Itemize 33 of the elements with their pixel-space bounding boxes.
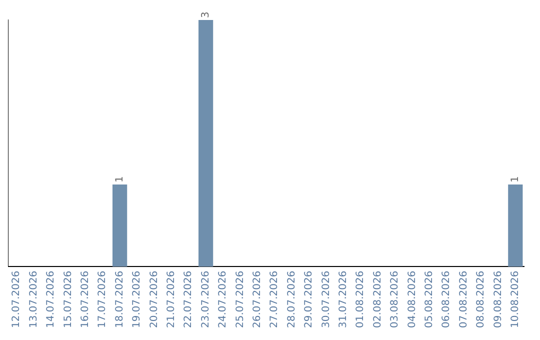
x-tick-label: 02.08.2026: [372, 270, 384, 328]
x-tick-label: 26.07.2026: [252, 270, 263, 328]
x-tick-label: 19.07.2026: [132, 270, 143, 328]
x-tick-label: 04.08.2026: [406, 270, 418, 328]
x-tick-label: 18.07.2026: [114, 270, 126, 328]
x-tick-label: 21.07.2026: [166, 270, 177, 328]
x-tick-label: 15.07.2026: [62, 270, 74, 328]
x-tick-label: 28.07.2026: [286, 270, 298, 328]
data-label: 3: [200, 12, 212, 18]
x-tick-label: 01.08.2026: [355, 270, 366, 328]
data-label: 1: [510, 176, 521, 182]
x-tick-label: 17.07.2026: [97, 270, 108, 328]
x-tick-label: 14.07.2026: [46, 270, 57, 328]
x-tick-label: 06.08.2026: [441, 270, 452, 328]
x-tick-label: 25.07.2026: [234, 270, 246, 328]
x-tick-label: 13.07.2026: [28, 270, 40, 328]
x-tick-label: 22.07.2026: [183, 270, 194, 328]
x-tick-label: 03.08.2026: [390, 270, 401, 328]
x-tick-label: 23.07.2026: [200, 270, 212, 328]
x-tick-label: 05.08.2026: [424, 270, 435, 328]
x-tick-label: 31.07.2026: [338, 270, 349, 328]
x-tick-label: 12.07.2026: [11, 270, 22, 328]
x-tick-label: 27.07.2026: [269, 270, 280, 328]
x-tick-label: 16.07.2026: [80, 270, 91, 328]
x-tick-label: 10.08.2026: [510, 270, 521, 328]
x-tick-label: 29.07.2026: [304, 270, 315, 328]
x-tick-label: 07.08.2026: [458, 270, 470, 328]
data-label: 1: [114, 176, 126, 182]
x-tick-label: 20.07.2026: [148, 270, 160, 328]
x-tick-label: 24.07.2026: [218, 270, 229, 328]
x-tick-label: 09.08.2026: [492, 270, 504, 328]
x-tick-label: 08.08.2026: [476, 270, 487, 328]
x-tick-label: 30.07.2026: [320, 270, 332, 328]
